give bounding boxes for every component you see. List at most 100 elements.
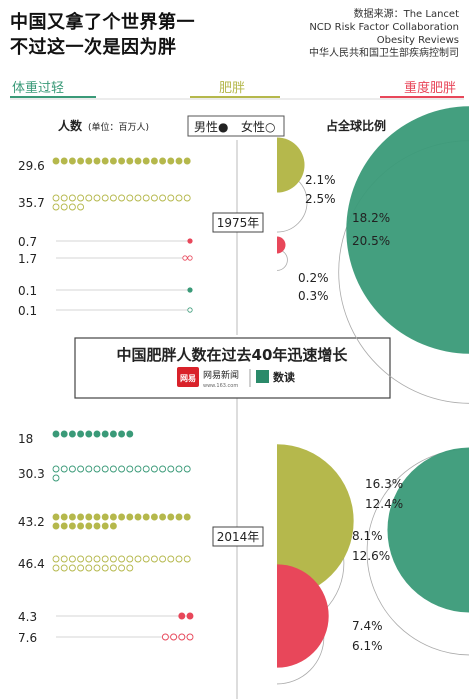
people-dot (52, 430, 60, 438)
people-dot (142, 513, 150, 521)
people-value-label: 0.1 (18, 284, 37, 298)
people-dot (118, 555, 126, 563)
people-dot (101, 564, 109, 572)
share-circle-male (346, 106, 469, 354)
share-label-male: 18.2% (352, 211, 390, 225)
people-dot (175, 465, 183, 473)
people-dot (77, 555, 85, 563)
people-dot (60, 194, 68, 202)
people-dot (60, 157, 68, 165)
title-line-1: 中国又拿了个世界第一 (10, 12, 195, 33)
people-dot (134, 157, 142, 165)
people-dot (60, 430, 68, 438)
people-dot (167, 555, 175, 563)
people-dot (175, 555, 183, 563)
people-dot (109, 555, 117, 563)
people-dot (60, 203, 68, 211)
people-dot (187, 238, 193, 244)
people-dot (85, 564, 93, 572)
people-dot (85, 194, 93, 202)
people-dot (134, 465, 142, 473)
people-dot (183, 157, 191, 165)
people-dot (68, 564, 76, 572)
people-dot (93, 522, 101, 530)
people-dot (93, 465, 101, 473)
people-dot (52, 474, 60, 482)
people-dot (118, 465, 126, 473)
unit-label: (单位：百万人) (88, 121, 149, 133)
people-dot (134, 555, 142, 563)
people-dot (150, 555, 158, 563)
people-dot (170, 633, 178, 641)
people-dot (109, 513, 117, 521)
source-line: 中华人民共和国卫生部疾病控制司 (309, 48, 459, 59)
people-dot (159, 513, 167, 521)
people-dot (183, 513, 191, 521)
male-label: 男性● (194, 120, 228, 134)
people-dot (126, 157, 134, 165)
people-dot (60, 555, 68, 563)
people-dot (52, 157, 60, 165)
people-dot (183, 555, 191, 563)
people-dot (52, 203, 60, 211)
people-value-label: 29.6 (18, 159, 45, 173)
people-dot (159, 465, 167, 473)
people-value-label: 4.3 (18, 610, 37, 624)
people-dot (85, 157, 93, 165)
banner-box (74, 337, 391, 399)
people-dot (109, 194, 117, 202)
people-dot (85, 522, 93, 530)
people-value-label: 35.7 (18, 196, 45, 210)
people-dot (178, 612, 186, 620)
people-value-label: 46.4 (18, 557, 45, 571)
source-line: Obesity Reviews (376, 35, 459, 46)
people-dot (150, 157, 158, 165)
people-dot (159, 194, 167, 202)
share-label-female: 6.1% (352, 639, 383, 653)
people-dot (109, 157, 117, 165)
people-dot (77, 465, 85, 473)
people-dot (118, 564, 126, 572)
share-circle-male (277, 564, 329, 668)
share-label-male: 7.4% (352, 619, 383, 633)
people-dot (142, 157, 150, 165)
people-dot (77, 194, 85, 202)
share-label-female: 12.6% (352, 549, 390, 563)
people-dot (175, 157, 183, 165)
people-dot (52, 564, 60, 572)
banner-headline: 中国肥胖人数在过去40年迅速增长 (117, 346, 349, 364)
legend-obese: 肥胖 (219, 81, 245, 96)
people-dot (109, 465, 117, 473)
source-block: 数据来源：The Lancet NCD Risk Factor Collabor… (309, 8, 459, 60)
people-dot (150, 513, 158, 521)
people-dot (68, 430, 76, 438)
share-label-male: 2.1% (305, 173, 336, 187)
people-dot (85, 513, 93, 521)
people-dot (68, 522, 76, 530)
people-dot (187, 255, 193, 261)
year-label-box (212, 212, 264, 233)
people-dot (167, 513, 175, 521)
netease-logo-icon (177, 367, 199, 387)
people-label: 人数 (58, 118, 83, 133)
people-dot (77, 157, 85, 165)
people-value-label: 0.1 (18, 304, 37, 318)
people-dot (52, 465, 60, 473)
share-circle-male (387, 447, 469, 613)
people-dot (101, 157, 109, 165)
people-dot (187, 307, 193, 313)
people-dot (93, 194, 101, 202)
source-line: 数据来源：The Lancet (353, 9, 459, 20)
people-dot (101, 465, 109, 473)
people-dot (77, 430, 85, 438)
people-dot (118, 430, 126, 438)
people-dot (101, 194, 109, 202)
people-dot (52, 522, 60, 530)
people-dot (109, 522, 117, 530)
people-dot (93, 513, 101, 521)
people-dot (68, 465, 76, 473)
source-line: NCD Risk Factor Collaboration (309, 22, 459, 33)
people-dot (161, 633, 169, 641)
